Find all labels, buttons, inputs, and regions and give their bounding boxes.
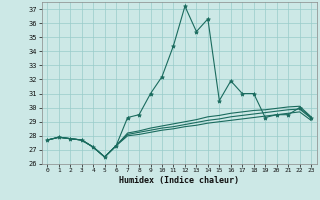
X-axis label: Humidex (Indice chaleur): Humidex (Indice chaleur) <box>119 176 239 185</box>
